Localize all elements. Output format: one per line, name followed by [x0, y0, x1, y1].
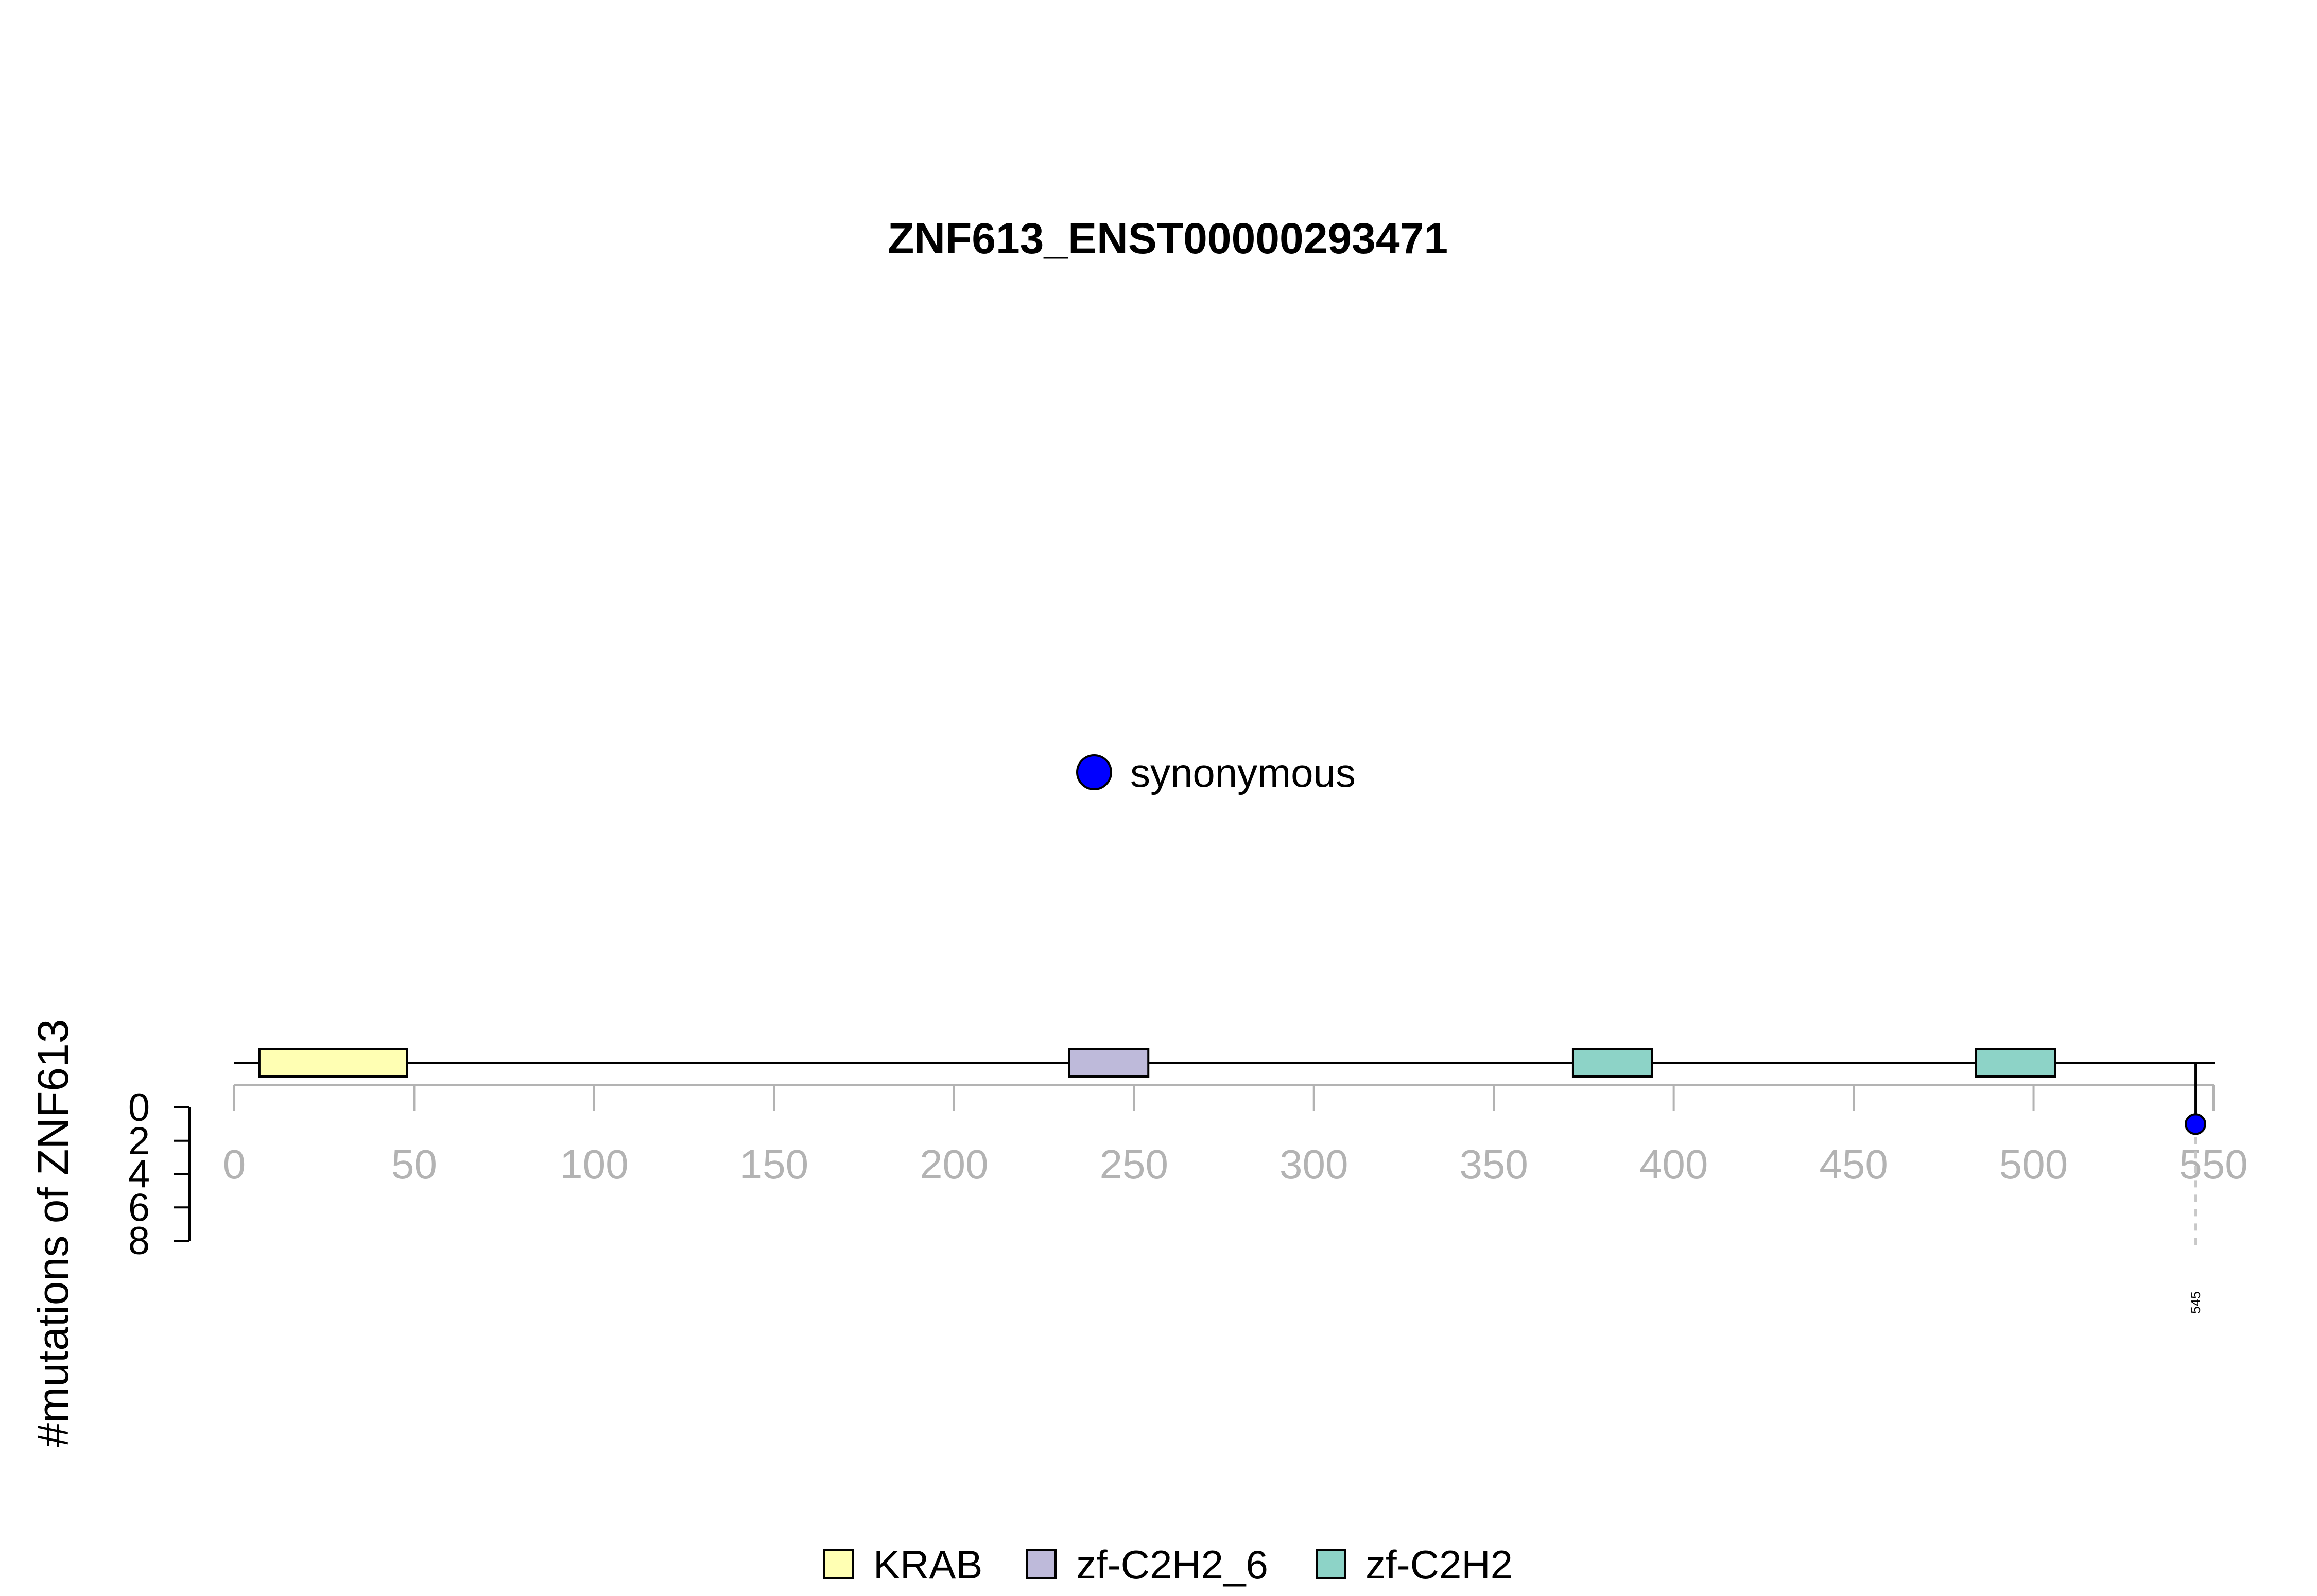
- domain-zf-C2H2-3: [1975, 1048, 2056, 1078]
- x-tick-label-400: 400: [1639, 1141, 1708, 1187]
- x-tick-label-350: 350: [1459, 1141, 1528, 1187]
- domain-legend-swatch-zf-C2H2_6: [1026, 1549, 1057, 1579]
- domain-legend-label-KRAB: KRAB: [873, 1542, 982, 1587]
- x-tick-label-450: 450: [1819, 1141, 1888, 1187]
- domain-legend-label-zf-C2H2: zf-C2H2: [1365, 1542, 1513, 1587]
- x-tick-label-100: 100: [560, 1141, 628, 1187]
- x-tick-label-200: 200: [920, 1141, 988, 1187]
- domain-legend-swatch-KRAB: [823, 1549, 854, 1579]
- chart-title: ZNF613_ENST00000293471: [888, 214, 1448, 263]
- mutation-lollipops: 545: [2185, 1063, 2207, 1314]
- y-tick-label-8: 8: [128, 1219, 150, 1263]
- x-tick-label-150: 150: [740, 1141, 808, 1187]
- domain-legend: KRAB zf-C2H2_6 zf-C2H2: [823, 1542, 1513, 1587]
- domain-legend-swatch-zf-C2H2: [1316, 1549, 1346, 1579]
- domain-legend-label-zf-C2H2_6: zf-C2H2_6: [1076, 1542, 1268, 1587]
- x-tick-label-550: 550: [2179, 1141, 2247, 1187]
- x-tick-label-50: 50: [391, 1141, 437, 1187]
- lollipop-label-545: 545: [2188, 1291, 2203, 1313]
- lollipop-head-545: [2185, 1113, 2207, 1135]
- domain-boxes: [258, 1048, 2056, 1078]
- y-tick-label-2: 2: [128, 1119, 150, 1163]
- x-tick-label-0: 0: [223, 1141, 246, 1187]
- x-tick-label-300: 300: [1279, 1141, 1348, 1187]
- y-axis-label: #mutations of ZNF613: [29, 1019, 77, 1447]
- legend-label-synonymous: synonymous: [1130, 750, 1356, 795]
- mutation-legend: synonymous: [1076, 750, 1356, 795]
- domain-KRAB-0: [258, 1048, 408, 1078]
- x-axis: 0 50 100 150 200 250 300 350 400 450 500 550: [223, 1084, 2248, 1187]
- y-tick-label-0: 0: [128, 1086, 150, 1130]
- legend-dot-synonymous: [1076, 754, 1112, 790]
- y-tick-label-6: 6: [128, 1186, 150, 1229]
- x-tick-label-250: 250: [1100, 1141, 1168, 1187]
- y-tick-label-4: 4: [128, 1153, 150, 1196]
- domain-zf-C2H2_6-1: [1068, 1048, 1150, 1078]
- x-tick-label-500: 500: [1999, 1141, 2068, 1187]
- domain-zf-C2H2-2: [1571, 1048, 1653, 1078]
